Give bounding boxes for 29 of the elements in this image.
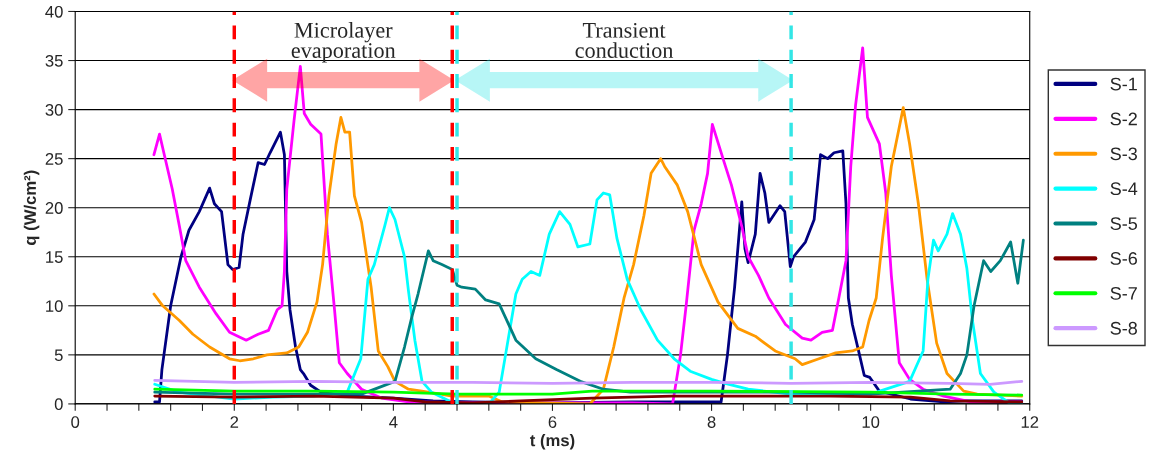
y-tick-label: 25	[45, 153, 63, 165]
y-tick-label: 15	[46, 251, 63, 263]
line-series	[153, 394, 1024, 404]
x-tick-label: 4	[389, 416, 398, 428]
y-tick-label: 0	[54, 398, 63, 411]
annotation: Transient conduction	[575, 22, 674, 58]
legend-label: S-2	[1110, 112, 1137, 126]
legend-label: S-5	[1110, 217, 1138, 230]
legend-label: S-8	[1110, 321, 1137, 335]
x-tick-label: 8	[707, 416, 716, 428]
legend-label: S-1	[1110, 77, 1137, 91]
x-tick-label: 10	[862, 416, 880, 428]
y-tick-label: 20	[45, 202, 63, 214]
legend-label: S-7	[1110, 286, 1137, 300]
x-tick-label: 2	[230, 416, 239, 428]
legend-label: S-4	[1110, 182, 1138, 196]
y-tick-label: 35	[45, 54, 63, 67]
x-tick-label: 6	[548, 416, 557, 428]
annotation: Microlayer evaporation	[291, 22, 396, 63]
y-tick-label: 5	[54, 349, 63, 362]
x-axis-title: t (ms)	[529, 434, 575, 450]
x-tick-label: 12	[1021, 416, 1039, 428]
x-tick-label: 0	[71, 416, 80, 428]
legend-label: S-6	[1110, 252, 1137, 265]
legend-label: S-3	[1110, 147, 1137, 161]
y-tick-label: 40	[45, 5, 63, 18]
y-tick-label: 10	[46, 300, 63, 313]
y-tick-label: 30	[45, 103, 63, 116]
y-axis-title: q (W/cm²)	[23, 170, 40, 245]
